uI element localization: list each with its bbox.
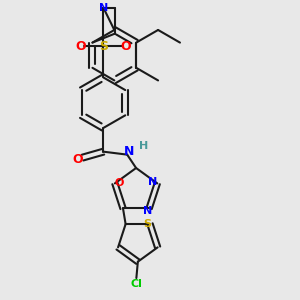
Text: N: N <box>148 177 158 187</box>
Text: H: H <box>139 141 148 151</box>
Text: O: O <box>76 40 86 53</box>
Text: O: O <box>120 40 131 53</box>
Text: N: N <box>99 3 108 13</box>
Text: Cl: Cl <box>130 279 142 289</box>
Text: O: O <box>115 178 124 188</box>
Text: O: O <box>73 153 83 166</box>
Text: N: N <box>143 206 152 216</box>
Text: S: S <box>99 40 108 53</box>
Text: N: N <box>124 145 134 158</box>
Text: S: S <box>143 219 151 229</box>
